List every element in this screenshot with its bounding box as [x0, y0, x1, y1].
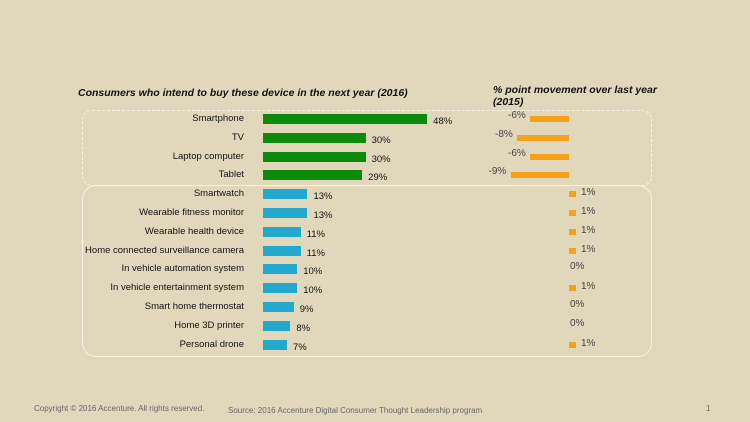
value-label: 30%: [371, 153, 391, 165]
change-label: 1%: [581, 337, 596, 349]
bar: [263, 245, 301, 256]
value-label: 11%: [306, 247, 325, 259]
change-label: 1%: [581, 243, 596, 255]
change-label: 1%: [581, 187, 596, 199]
change-label: -6%: [508, 147, 526, 159]
value-label: 30%: [371, 134, 391, 146]
category-label: Tablet: [218, 169, 244, 181]
change-label: 0%: [570, 299, 585, 310]
category-label: Home 3D printer: [174, 319, 244, 331]
bar: [263, 208, 308, 218]
category-label: Personal drone: [179, 338, 244, 350]
change-title: % point movement over last year (2015): [493, 84, 657, 108]
change-bar: [569, 247, 576, 254]
copyright: Copyright © 2016 Accenture. All rights r…: [34, 404, 205, 413]
value-label: 29%: [368, 172, 388, 184]
change-label: 1%: [581, 224, 596, 236]
bar: [263, 302, 294, 312]
value-label: 10%: [303, 266, 323, 278]
bar: [263, 151, 366, 162]
change-label: -6%: [508, 110, 526, 121]
change-label: 1%: [581, 206, 596, 217]
change-bar: [569, 210, 576, 216]
change-bar: [510, 172, 569, 179]
category-label: Wearable fitness monitor: [139, 207, 244, 218]
change-label: 0%: [570, 317, 585, 329]
change-label: 0%: [570, 261, 585, 273]
category-label: Smartphone: [192, 113, 244, 124]
bar: [263, 226, 301, 237]
category-label: Smartwatch: [193, 188, 244, 200]
value-label: 13%: [313, 210, 333, 221]
value-label: 10%: [303, 285, 323, 297]
bar: [263, 189, 308, 200]
category-label: Wearable health device: [144, 225, 244, 237]
category-label: In vehicle automation system: [121, 263, 244, 275]
change-bar: [517, 134, 569, 141]
page-number: 1: [706, 404, 711, 413]
change-label: -9%: [488, 166, 507, 178]
category-label: Home connected surveillance camera: [85, 244, 244, 256]
value-label: 13%: [313, 191, 333, 203]
change-bar: [530, 153, 569, 160]
bar: [263, 283, 298, 294]
change-bar: [530, 116, 569, 122]
change-bar: [569, 341, 576, 348]
value-label: 7%: [292, 341, 307, 353]
value-label: 9%: [299, 304, 314, 315]
chart-title: Consumers who intend to buy these device…: [78, 87, 408, 99]
source: Source: 2016 Accenture Digital Consumer …: [228, 406, 483, 415]
bar: [263, 132, 366, 143]
bar: [263, 264, 298, 275]
bar: [263, 114, 428, 124]
bottom-group-frame: [82, 185, 652, 357]
category-label: Laptop computer: [172, 150, 244, 162]
bar: [263, 339, 287, 350]
change-label: -8%: [495, 128, 513, 140]
category-label: TV: [231, 131, 244, 143]
value-label: 8%: [296, 322, 311, 334]
change-label: 1%: [581, 281, 596, 293]
value-label: 48%: [433, 116, 453, 127]
value-label: 11%: [306, 228, 325, 240]
bar: [263, 170, 363, 181]
change-bar: [569, 228, 576, 235]
bar: [263, 320, 291, 331]
category-label: Smart home thermostat: [144, 301, 244, 312]
change-bar: [569, 191, 576, 198]
change-bar: [569, 285, 576, 292]
category-label: In vehicle entertainment system: [110, 282, 244, 294]
